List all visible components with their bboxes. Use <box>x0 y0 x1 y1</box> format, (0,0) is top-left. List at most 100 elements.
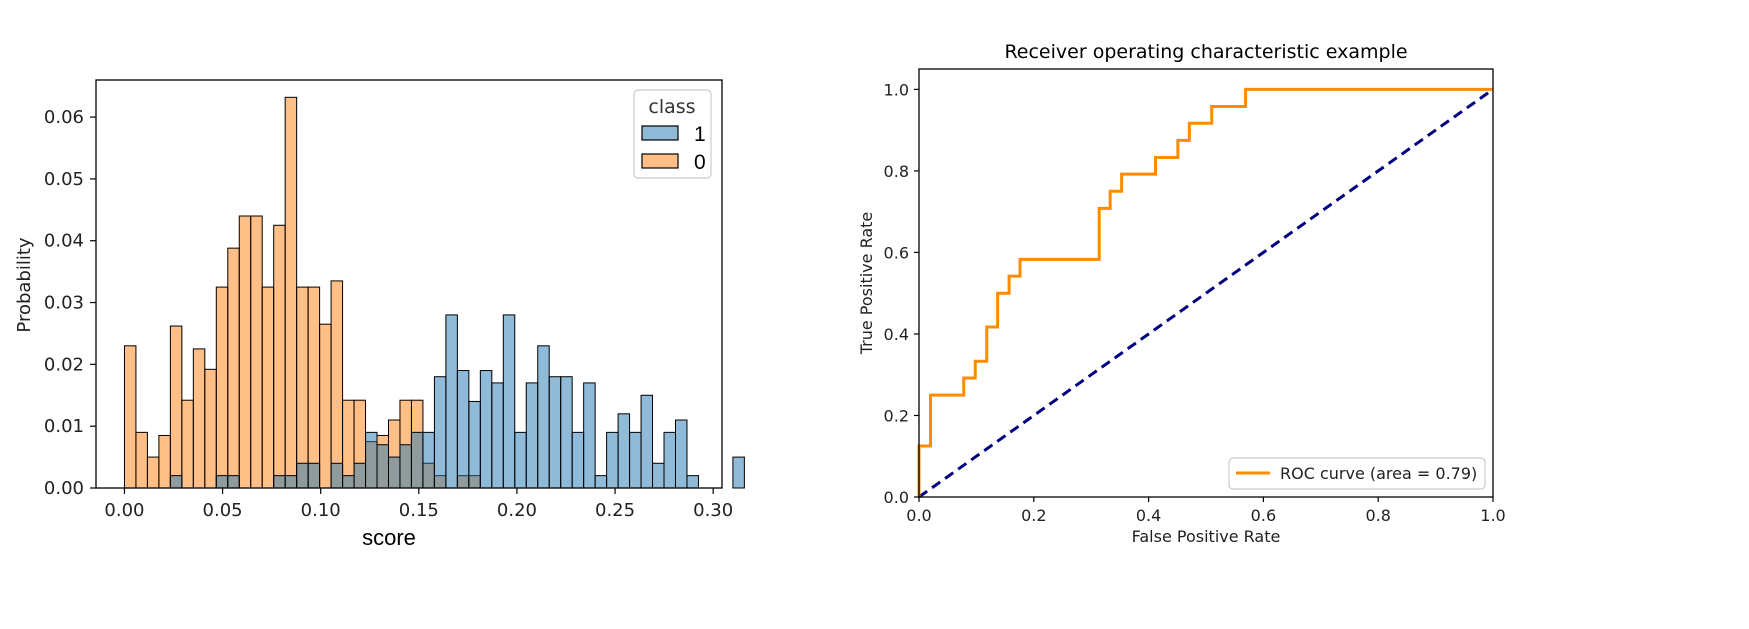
roc-curve-line <box>917 87 1493 497</box>
histogram-bar-class-0 <box>261 286 275 489</box>
roc-chance-diagonal-line <box>918 88 1494 499</box>
histogram-x-tick-label: 0.15 <box>399 500 439 521</box>
histogram-bar-class-0 <box>146 456 160 489</box>
histogram-y-tick-label: 0.04 <box>44 231 84 252</box>
histogram-bar-class-1 <box>273 475 286 489</box>
histogram-bar-class-0 <box>169 325 183 489</box>
roc-x-ticks: 0.0 0.2 0.4 0.6 0.8 1.0 <box>906 497 1506 525</box>
histogram-bar-class-1 <box>732 456 745 489</box>
histogram-x-tick-label: 0.20 <box>497 500 537 521</box>
histogram-bar-class-0 <box>181 399 194 489</box>
histogram-legend-swatch-class-1 <box>641 125 679 141</box>
roc-y-axis-label: True Positive Rate <box>857 212 876 356</box>
histogram-bar-class-1 <box>307 462 321 489</box>
histogram-bar-class-1 <box>525 382 539 489</box>
histogram-bar-class-1 <box>468 400 481 489</box>
histogram-bar-class-0 <box>319 323 332 489</box>
histogram-bar-class-0 <box>123 345 137 489</box>
histogram-bar-class-1 <box>215 475 229 489</box>
histogram-bar-class-1 <box>227 475 240 489</box>
histogram-bar-class-1 <box>617 413 631 489</box>
histogram-bar-class-1 <box>456 370 470 489</box>
histogram-bar-class-1 <box>502 314 516 489</box>
histogram-bar-class-1 <box>663 431 676 489</box>
histogram-chart: 0.00 0.05 0.10 0.15 0.20 0.25 0.30 0.000.010.0… <box>14 79 745 550</box>
histogram-bar-class-1 <box>560 376 573 489</box>
histogram-bar-class-1 <box>640 394 654 489</box>
histogram-bar-class-1 <box>491 382 504 489</box>
roc-y-tick-label: 0.4 <box>884 325 909 344</box>
histogram-axes-frame <box>95 79 723 489</box>
roc-chart: Receiver operating characteristic exampl… <box>857 41 1506 546</box>
histogram-bar-class-1 <box>433 376 447 489</box>
histogram-y-ticks: 0.00 0.01 0.02 0.03 0.04 0.05 0.06 <box>44 107 96 499</box>
histogram-bar-class-1 <box>583 382 596 489</box>
histogram-y-tick-label: 0.05 <box>44 169 84 190</box>
histogram-bar-class-1 <box>686 475 699 489</box>
histogram-legend-swatch-class-0 <box>641 153 679 169</box>
histogram-legend-label-class-0: 0 <box>694 151 706 174</box>
histogram-bar-class-0 <box>330 280 344 489</box>
histogram-bar-class-1 <box>537 345 550 489</box>
histogram-bar-class-1 <box>353 462 367 489</box>
histogram-bar-class-1 <box>422 431 435 489</box>
histogram-bar-class-1 <box>606 431 619 489</box>
histogram-y-tick-label: 0.02 <box>44 354 84 375</box>
histogram-x-tick-label: 0.25 <box>595 500 635 521</box>
roc-y-tick-label: 0.8 <box>884 162 909 181</box>
histogram-y-axis-label: Probability <box>14 237 35 332</box>
histogram-x-axis-label: score <box>362 525 416 550</box>
histogram-bar-class-1 <box>330 462 344 489</box>
histogram-x-tick-label: 0.05 <box>203 500 243 521</box>
histogram-y-tick-label: 0.01 <box>44 416 84 437</box>
histogram-bar-class-0 <box>273 224 286 489</box>
histogram-x-tick-label: 0.30 <box>693 500 733 521</box>
roc-legend-label: ROC curve (area = 0.79) <box>1280 464 1477 483</box>
histogram-bar-class-1 <box>410 431 424 489</box>
roc-x-tick-label: 1.0 <box>1480 506 1505 525</box>
histogram-bar-class-1 <box>284 475 298 489</box>
histogram-bar-class-1 <box>548 376 562 489</box>
roc-y-ticks: 0.0 0.2 0.4 0.6 0.8 1.0 <box>884 80 919 507</box>
roc-y-tick-label: 0.2 <box>884 406 909 425</box>
roc-y-tick-label: 0.0 <box>884 488 909 507</box>
roc-x-axis-label: False Positive Rate <box>1132 527 1281 546</box>
histogram-bar-class-0 <box>250 215 263 489</box>
histogram-bar-class-1 <box>365 431 378 489</box>
histogram-bar-class-1 <box>399 444 412 489</box>
roc-x-tick-label: 0.4 <box>1136 506 1161 525</box>
histogram-bar-class-1 <box>479 370 493 489</box>
histogram-y-tick-label: 0.06 <box>44 107 84 128</box>
histogram-x-ticks: 0.00 0.05 0.10 0.15 0.20 0.25 0.30 <box>104 488 733 521</box>
histogram-bar-class-0 <box>135 431 148 489</box>
roc-x-tick-label: 0.6 <box>1251 506 1276 525</box>
histogram-bar-class-0 <box>296 286 309 489</box>
histogram-legend-title: class <box>648 96 695 118</box>
roc-legend: ROC curve (area = 0.79) <box>1228 457 1486 490</box>
roc-legend-box <box>1228 457 1486 490</box>
histogram-bar-class-1 <box>376 444 389 489</box>
histogram-legend: class 1 0 <box>633 89 712 179</box>
histogram-x-tick-label: 0.00 <box>104 500 144 521</box>
histogram-bar-class-1 <box>296 462 309 489</box>
histogram-bars <box>123 96 745 489</box>
histogram-bar-class-0 <box>342 399 355 489</box>
histogram-bar-class-0 <box>284 96 298 489</box>
histogram-bar-class-0 <box>204 368 217 489</box>
histogram-bar-class-1 <box>445 314 458 489</box>
histogram-bar-class-1 <box>674 419 688 489</box>
histogram-legend-label-class-1: 1 <box>694 123 706 146</box>
roc-x-tick-label: 0.8 <box>1365 506 1390 525</box>
histogram-bar-class-1 <box>342 475 355 489</box>
histogram-bar-class-0 <box>158 434 171 489</box>
histogram-bar-class-0 <box>192 348 206 489</box>
roc-lines <box>917 87 1494 499</box>
histogram-bar-class-1 <box>594 475 608 489</box>
roc-y-tick-label: 1.0 <box>884 80 909 99</box>
roc-axes-frame <box>918 68 1494 498</box>
histogram-bar-class-0 <box>227 247 240 489</box>
roc-x-tick-label: 0.2 <box>1021 506 1046 525</box>
histogram-bar-class-1 <box>387 456 401 489</box>
histogram-bar-class-1 <box>169 475 183 489</box>
